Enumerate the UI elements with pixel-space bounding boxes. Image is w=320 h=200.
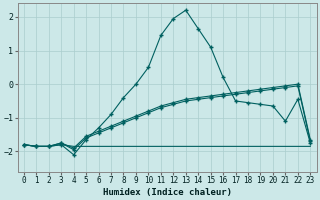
X-axis label: Humidex (Indice chaleur): Humidex (Indice chaleur) [103,188,232,197]
